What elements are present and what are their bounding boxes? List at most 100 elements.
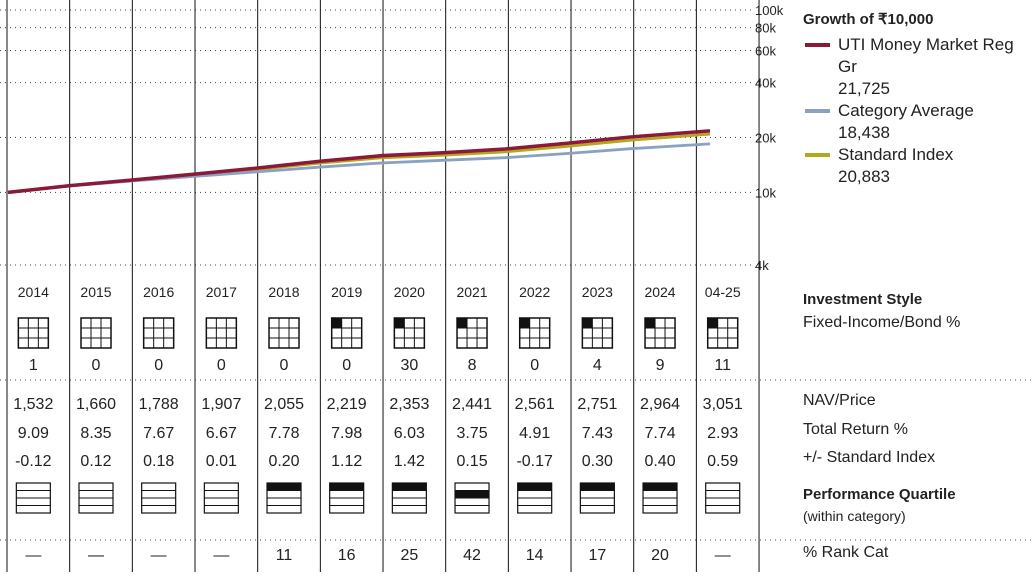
quartile-fill <box>455 490 490 498</box>
plus-minus-value: 0.18 <box>143 453 174 470</box>
year-label: 2017 <box>206 284 237 300</box>
y-tick-10k: 10k <box>755 185 776 200</box>
quartile-fill <box>580 483 615 491</box>
total-return-value: 4.91 <box>519 425 550 442</box>
style-box <box>80 317 112 349</box>
legend-value-fund: 21,725 <box>838 79 890 98</box>
style-value: 0 <box>342 357 351 374</box>
style-box-fill <box>519 318 530 328</box>
total-return-value: 7.98 <box>331 425 362 442</box>
year-label: 2019 <box>331 284 362 300</box>
legend-value-category: 18,438 <box>838 123 890 142</box>
nav-price-label: NAV/Price <box>803 392 876 409</box>
year-label: 2016 <box>143 284 174 300</box>
year-label: 2022 <box>519 284 550 300</box>
plus-minus-label: +/- Standard Index <box>803 449 936 466</box>
legend-item-fund: UTI Money Market Reg Gr 21,725 <box>803 34 1033 100</box>
style-value: 1 <box>29 357 38 374</box>
y-tick-60k: 60k <box>755 43 776 58</box>
year-label: 04-25 <box>705 284 741 300</box>
nav-value: 2,055 <box>264 396 304 413</box>
rank-value: — <box>151 547 167 564</box>
legend-label-category: Category Average <box>838 101 974 120</box>
rank-value: — <box>213 547 229 564</box>
series-line-category <box>7 142 711 194</box>
year-label: 2024 <box>644 284 675 300</box>
total-return-value: 2.93 <box>707 425 738 442</box>
quartile-fill <box>267 483 302 491</box>
style-value: 0 <box>530 357 539 374</box>
total-return-value: 7.74 <box>644 425 675 442</box>
style-box-fill <box>645 318 656 328</box>
rank-value: 42 <box>463 547 481 564</box>
style-value: 30 <box>400 357 418 374</box>
rank-value: — <box>715 547 731 564</box>
year-label: 2015 <box>80 284 111 300</box>
investment-style-label: Investment Style <box>803 291 923 308</box>
plus-minus-value: 0.59 <box>707 453 738 470</box>
total-return-label: Total Return % <box>803 421 908 438</box>
style-box-fill <box>707 318 718 328</box>
plus-minus-value: 1.42 <box>394 453 425 470</box>
style-box <box>644 317 676 349</box>
legend-swatch-category <box>805 109 830 113</box>
style-box-fill <box>582 318 593 328</box>
legend-swatch-index <box>805 153 830 157</box>
style-value: 8 <box>468 357 477 374</box>
y-tick-20k: 20k <box>755 131 776 146</box>
nav-value: 2,353 <box>389 396 429 413</box>
total-return-value: 3.75 <box>456 425 487 442</box>
nav-value: 1,788 <box>139 396 179 413</box>
total-return-value: 6.67 <box>206 425 237 442</box>
chart-legend: Growth of ₹10,000 UTI Money Market Reg G… <box>803 10 1033 188</box>
y-tick-40k: 40k <box>755 76 776 91</box>
style-box <box>142 317 175 349</box>
rank-value: 14 <box>526 547 544 564</box>
year-label: 2020 <box>394 284 425 300</box>
legend-label-fund: UTI Money Market Reg Gr <box>838 35 1014 76</box>
plus-minus-value: 0.01 <box>206 453 237 470</box>
rank-value: — <box>25 547 41 564</box>
total-return-value: 9.09 <box>18 425 49 442</box>
rank-value: 16 <box>338 547 356 564</box>
year-label: 2021 <box>456 284 487 300</box>
nav-value: 3,051 <box>703 396 743 413</box>
total-return-value: 7.67 <box>143 425 174 442</box>
year-label: 2023 <box>582 284 613 300</box>
plus-minus-value: 0.15 <box>456 453 487 470</box>
plus-minus-value: 0.30 <box>582 453 613 470</box>
plus-minus-value: 0.20 <box>268 453 299 470</box>
total-return-value: 8.35 <box>80 425 111 442</box>
plus-minus-value: -0.17 <box>516 453 553 470</box>
style-value: 9 <box>656 357 665 374</box>
nav-value: 1,907 <box>201 396 241 413</box>
year-label: 2014 <box>18 284 49 300</box>
rank-value: 20 <box>651 547 669 564</box>
nav-value: 2,561 <box>515 396 555 413</box>
style-value: 0 <box>280 357 289 374</box>
year-label: 2018 <box>268 284 299 300</box>
nav-value: 1,660 <box>76 396 116 413</box>
y-tick-100k: 100k <box>755 3 784 18</box>
nav-value: 2,441 <box>452 396 492 413</box>
total-return-value: 6.03 <box>394 425 425 442</box>
quartile-fill <box>517 483 552 491</box>
plus-minus-value: 1.12 <box>331 453 362 470</box>
legend-item-category: Category Average 18,438 <box>803 100 1033 144</box>
style-value: 11 <box>714 357 731 374</box>
nav-value: 2,964 <box>640 396 680 413</box>
rank-value: — <box>88 547 104 564</box>
style-value: 0 <box>92 357 101 374</box>
quartile-fill <box>643 483 678 491</box>
style-box-fill <box>394 318 405 328</box>
style-box <box>17 317 50 349</box>
performance-quartile-label: Performance Quartile <box>803 486 956 503</box>
legend-item-index: Standard Index 20,883 <box>803 144 1033 188</box>
legend-swatch-fund <box>805 43 830 47</box>
total-return-value: 7.78 <box>268 425 299 442</box>
nav-value: 2,751 <box>577 396 617 413</box>
style-box <box>205 317 238 349</box>
nav-value: 2,219 <box>327 396 367 413</box>
y-tick-4k: 4k <box>755 258 769 273</box>
